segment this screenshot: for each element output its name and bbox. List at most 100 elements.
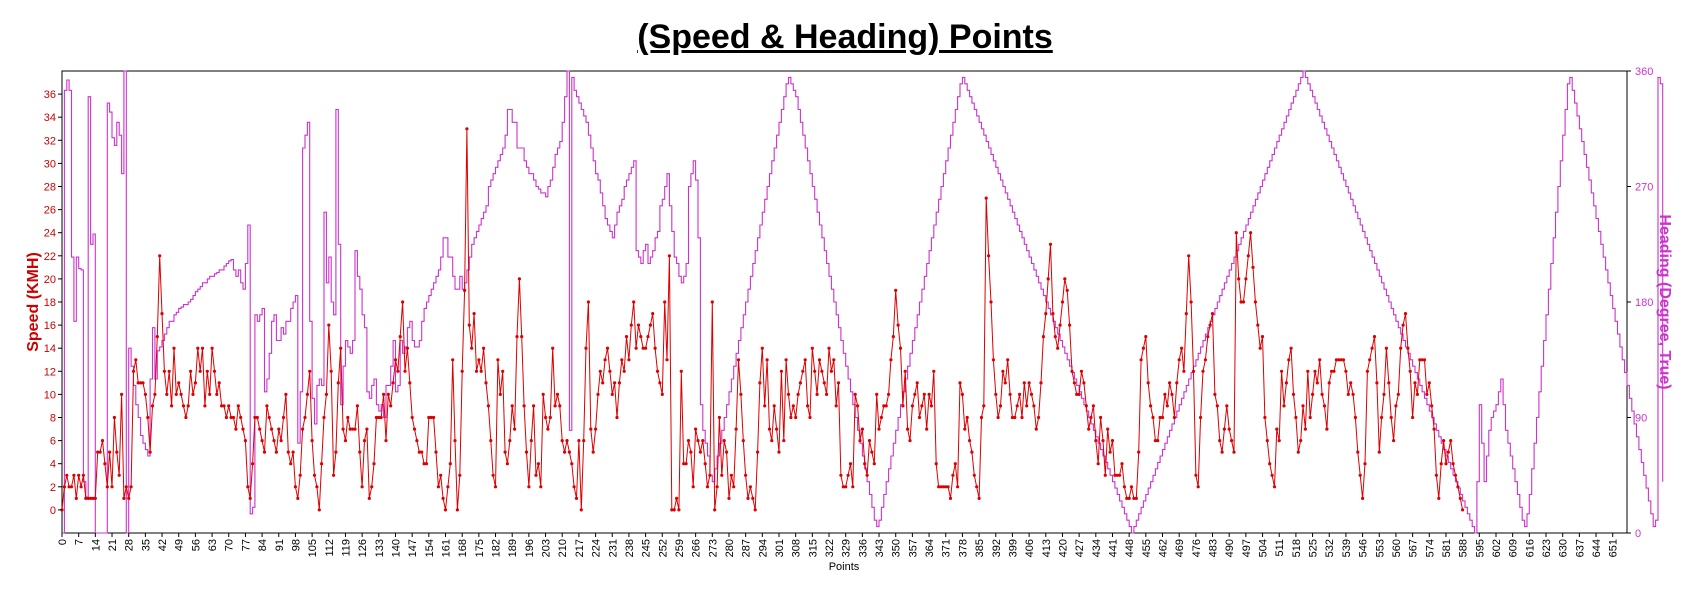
speed-point	[146, 415, 150, 420]
speed-point	[303, 415, 307, 420]
speed-point	[212, 369, 217, 373]
speed-point	[1020, 415, 1024, 420]
speed-point	[253, 415, 257, 420]
speed-point	[1337, 358, 1341, 362]
speed-point	[174, 392, 178, 396]
speed-point	[820, 369, 824, 373]
speed-point	[122, 496, 126, 500]
speed-point	[203, 404, 207, 408]
speed-point	[317, 508, 321, 512]
speed-point	[1427, 381, 1431, 385]
speed-point	[1008, 392, 1012, 396]
speed-point	[670, 508, 674, 512]
speed-point	[496, 358, 500, 362]
speed-point	[1106, 427, 1110, 431]
speed-point	[634, 346, 638, 350]
speed-point	[970, 450, 974, 454]
speed-point	[429, 415, 433, 420]
speed-point	[708, 473, 712, 477]
speed-point	[1051, 312, 1055, 316]
x-tick-label: 119	[341, 539, 353, 557]
x-tick-label: 364	[924, 539, 936, 557]
speed-point	[968, 439, 972, 443]
speed-point	[836, 381, 841, 385]
speed-point	[544, 415, 548, 420]
speed-point	[129, 485, 133, 489]
speed-point	[672, 508, 676, 512]
speed-point	[320, 462, 324, 466]
speed-point	[427, 415, 431, 420]
speed-point	[541, 392, 545, 396]
speed-point	[791, 404, 795, 408]
speed-point	[1091, 404, 1095, 408]
speed-point	[293, 485, 297, 489]
speed-point	[608, 369, 612, 373]
speed-point	[379, 415, 383, 420]
speed-point	[1077, 392, 1081, 396]
speed-point	[1079, 369, 1084, 373]
speed-point	[624, 335, 629, 339]
speed-point	[1158, 415, 1162, 420]
speed-point	[1072, 381, 1076, 385]
speed-point	[1318, 358, 1322, 362]
speed-point	[1253, 300, 1257, 304]
speed-point	[1144, 335, 1148, 339]
speed-point	[927, 392, 931, 396]
speed-point	[715, 485, 719, 489]
speed-point	[594, 427, 598, 431]
speed-point	[393, 358, 398, 362]
speed-point	[965, 415, 969, 420]
speed-point	[705, 485, 710, 489]
speed-point	[779, 369, 784, 373]
speed-point	[827, 346, 831, 350]
x-tick-label: 21	[107, 539, 119, 551]
speed-point	[720, 473, 724, 477]
speed-point	[1001, 369, 1005, 373]
speed-point	[682, 462, 686, 466]
speed-point	[1089, 415, 1093, 420]
speed-point	[443, 508, 448, 512]
speed-point	[598, 369, 602, 373]
speed-point	[832, 358, 836, 362]
speed-point	[1239, 300, 1243, 304]
speed-point	[458, 473, 462, 477]
speed-point	[982, 404, 986, 408]
speed-point	[1425, 392, 1429, 396]
speed-point	[870, 450, 874, 454]
speed-point	[403, 369, 407, 373]
x-tick-label: 497	[1241, 539, 1253, 557]
left-tick-label: 36	[44, 89, 56, 101]
heading-series	[62, 70, 1664, 534]
x-tick-label: 329	[841, 539, 853, 557]
speed-point	[996, 415, 1000, 420]
speed-point	[1434, 473, 1438, 477]
x-tick-label: 441	[1108, 539, 1120, 557]
speed-point	[1096, 462, 1100, 466]
speed-point	[641, 346, 645, 350]
speed-point	[736, 358, 741, 362]
speed-point	[589, 427, 593, 431]
speed-point	[1101, 439, 1105, 443]
speed-point	[786, 392, 791, 396]
speed-point	[267, 415, 271, 420]
speed-point	[155, 335, 159, 339]
speed-point	[1453, 473, 1458, 477]
x-tick-label: 602	[1491, 539, 1503, 557]
speed-point	[1322, 404, 1327, 408]
speed-point	[258, 427, 262, 431]
speed-point	[601, 381, 605, 385]
speed-point	[653, 346, 657, 350]
speed-point	[234, 427, 238, 431]
speed-point	[822, 381, 826, 385]
speed-point	[239, 415, 243, 420]
speed-point	[922, 392, 926, 396]
speed-point	[455, 508, 459, 512]
x-tick-label: 168	[457, 539, 469, 557]
left-tick-label: 8	[50, 413, 56, 425]
speed-point	[865, 473, 869, 477]
x-tick-label: 154	[424, 539, 436, 557]
speed-point	[727, 496, 731, 500]
speed-point	[131, 369, 136, 373]
speed-point	[932, 369, 936, 373]
speed-point	[1151, 415, 1155, 420]
